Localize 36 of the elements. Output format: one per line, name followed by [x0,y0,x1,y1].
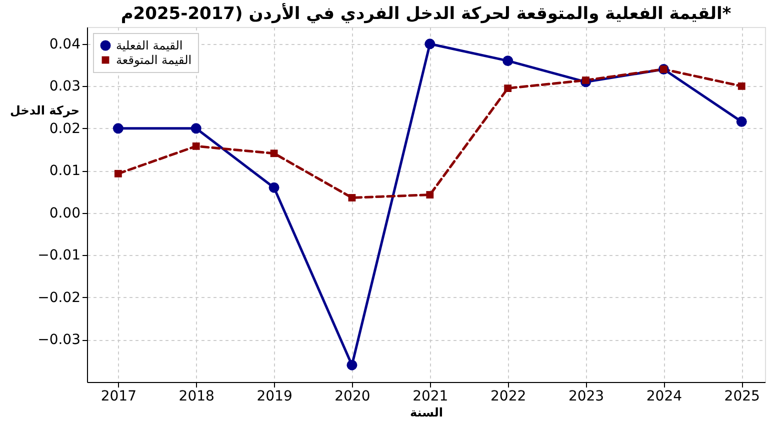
point [504,84,512,92]
point [426,191,434,198]
point [348,194,356,202]
y-tick-label: 0.04 [49,36,81,52]
x-tick-label: 2023 [568,388,604,404]
chart-title: القيمة الفعلية والمتوقعة لحركة الدخل الفردي في الأردن (2017-2025م* [120,2,732,24]
point [424,38,436,50]
y-tick-label: −0.03 [38,332,80,348]
x-tick-label: 2018 [178,388,214,404]
point [346,360,358,370]
x-axis-title: السنة [410,406,444,420]
x-tick-label: 2022 [490,388,526,404]
x-tick-label: 2025 [724,388,760,404]
point [270,150,278,158]
y-tick-label: −0.01 [38,248,80,264]
point [114,170,122,178]
y-tick-label: 0.02 [49,120,80,137]
y-tick-label: 0.03 [49,78,80,95]
x-tick-label: 2021 [412,388,448,404]
y-tick-label: 0.00 [49,205,80,222]
point [736,116,747,127]
y-tick-label: −0.02 [38,290,80,306]
legend-label: القيمة الفعلية [116,38,183,52]
y-axis-title: حركة الدخل [10,104,80,118]
legend-label: القيمة المتوقعة [116,53,192,67]
y-tick-label: 0.01 [49,163,80,180]
point [738,82,746,90]
x-tick-label: 2017 [100,388,136,404]
point [112,123,124,134]
point [268,182,280,193]
point [502,56,514,66]
x-tick-label: 2024 [646,388,682,404]
x-tick-label: 2020 [334,388,370,404]
point [190,123,202,134]
x-tick-label: 2019 [256,388,292,404]
point [192,142,200,150]
